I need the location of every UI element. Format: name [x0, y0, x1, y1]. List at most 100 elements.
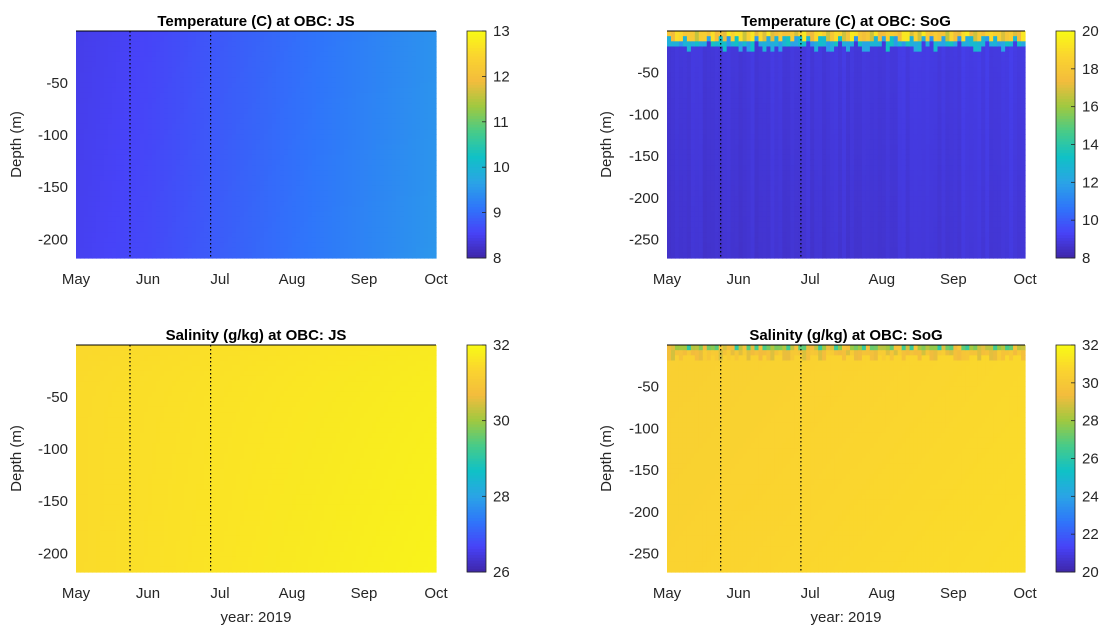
heatmap-cell	[340, 72, 345, 79]
heatmap-cell	[428, 139, 433, 146]
colorbar-step	[467, 192, 486, 197]
heatmap-cell	[328, 170, 333, 177]
heatmap-cell	[200, 82, 205, 89]
heatmap-cell	[408, 227, 413, 233]
heatmap-cell	[667, 211, 672, 218]
heatmap-cell	[180, 82, 185, 89]
heatmap-cell	[292, 237, 297, 244]
heatmap-cell	[324, 134, 329, 140]
heatmap-cell	[288, 206, 293, 213]
heatmap-cell	[176, 129, 181, 135]
heatmap-cell	[180, 139, 185, 146]
heatmap-cell	[272, 41, 277, 48]
heatmap-cell	[698, 237, 704, 244]
heatmap-cell	[428, 46, 433, 53]
heatmap-cell	[710, 190, 716, 197]
heatmap-cell	[224, 149, 229, 156]
heatmap-cell	[128, 139, 133, 146]
colorbar-step	[467, 138, 486, 143]
heatmap-cell	[324, 82, 329, 89]
heatmap-cell	[156, 123, 161, 130]
heatmap-cell	[380, 41, 385, 48]
heatmap-cell	[220, 108, 225, 115]
heatmap-cell	[324, 190, 329, 197]
heatmap-cell	[300, 196, 305, 202]
heatmap-cell	[722, 41, 728, 48]
heatmap-cell	[667, 144, 672, 151]
heatmap-cell	[388, 77, 393, 84]
heatmap-cell	[686, 247, 692, 254]
heatmap-cell	[260, 87, 265, 94]
heatmap-cell	[292, 190, 297, 197]
heatmap-cell	[128, 67, 133, 73]
heatmap-cell	[88, 77, 93, 84]
heatmap-cell	[682, 129, 688, 135]
heatmap-cell	[244, 175, 249, 182]
heatmap-cell	[136, 31, 141, 37]
heatmap-cell	[356, 149, 361, 156]
heatmap-cell	[84, 98, 89, 104]
heatmap-cell	[710, 92, 716, 99]
heatmap-cell	[722, 118, 728, 125]
heatmap-cell	[384, 123, 389, 130]
heatmap-cell	[336, 154, 341, 161]
heatmap-cell	[260, 154, 265, 161]
heatmap-cell	[184, 165, 189, 171]
heatmap-cell	[336, 221, 341, 228]
heatmap-cell	[120, 108, 125, 115]
heatmap-cell	[380, 201, 385, 208]
heatmap-cell	[706, 134, 712, 140]
heatmap-cell	[428, 113, 433, 120]
heatmap-cell	[424, 67, 429, 73]
heatmap-cell	[96, 170, 101, 177]
heatmap-cell	[300, 206, 305, 213]
heatmap-cell	[92, 98, 97, 104]
heatmap-cell	[232, 144, 237, 151]
heatmap-cell	[92, 92, 97, 99]
heatmap-cell	[296, 61, 301, 68]
heatmap-cell	[280, 247, 285, 254]
heatmap-cell	[328, 185, 333, 192]
heatmap-cell	[180, 61, 185, 68]
heatmap-cell	[364, 252, 369, 259]
heatmap-cell	[216, 103, 221, 109]
heatmap-cell	[400, 180, 405, 187]
heatmap-cell	[160, 67, 165, 73]
heatmap-cell	[272, 227, 277, 233]
heatmap-cell	[300, 149, 305, 156]
heatmap-cell	[320, 103, 325, 109]
heatmap-cell	[96, 72, 101, 79]
heatmap-cell	[168, 190, 173, 197]
heatmap-cell	[180, 31, 185, 37]
heatmap-cell	[332, 247, 337, 254]
heatmap-cell	[140, 134, 145, 140]
heatmap-cell	[232, 108, 237, 115]
heatmap-cell	[248, 36, 253, 42]
heatmap-cell	[412, 201, 417, 208]
heatmap-cell	[248, 67, 253, 73]
heatmap-cell	[726, 134, 732, 140]
heatmap-cell	[296, 82, 301, 89]
heatmap-cell	[388, 67, 393, 73]
heatmap-cell	[384, 149, 389, 156]
heatmap-cell	[200, 180, 205, 187]
heatmap-cell	[120, 154, 125, 161]
heatmap-cell	[232, 149, 237, 156]
heatmap-cell	[168, 149, 173, 156]
heatmap-cell	[340, 77, 345, 84]
heatmap-cell	[104, 77, 109, 84]
heatmap-cell	[396, 242, 401, 249]
heatmap-cell	[168, 87, 173, 94]
heatmap-cell	[240, 154, 245, 161]
heatmap-cell	[416, 180, 421, 187]
heatmap-cell	[128, 82, 133, 89]
heatmap-cell	[196, 118, 201, 125]
heatmap-cell	[742, 82, 748, 89]
heatmap-cell	[380, 165, 385, 171]
heatmap-cell	[340, 159, 345, 166]
heatmap-cell	[682, 175, 688, 182]
heatmap-cell	[312, 201, 317, 208]
heatmap-cell	[308, 77, 313, 84]
heatmap-cell	[384, 227, 389, 233]
heatmap-cell	[96, 41, 101, 48]
